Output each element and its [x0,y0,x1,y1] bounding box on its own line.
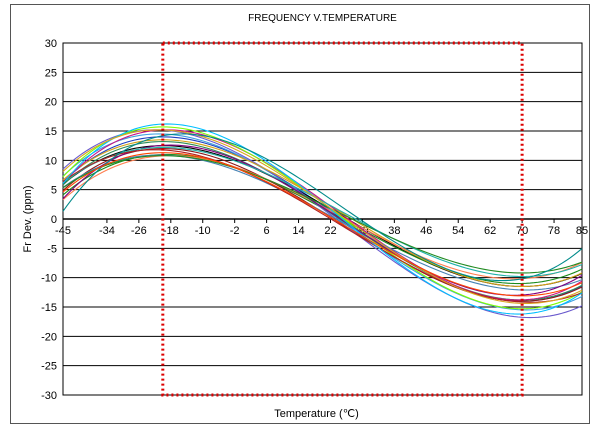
y-tick-label: -10 [41,273,57,285]
x-tick-label: 46 [420,225,432,237]
y-axis-label: Fr Dev. (ppm) [22,185,34,252]
series-line-7 [62,139,583,288]
x-tick-label: -45 [55,225,71,237]
y-tick-label: 20 [45,97,57,109]
y-tick-label: -20 [41,331,57,343]
x-tick-label: 14 [292,225,304,237]
series-line-10 [62,129,583,301]
y-tick-label: 10 [45,155,57,167]
y-tick-label: 30 [45,38,57,50]
x-axis-label: Temperature (℃) [274,408,359,420]
x-tick-label: -26 [131,225,147,237]
x-tick-label: 85 [576,225,588,237]
x-tick-label: -34 [99,225,115,237]
x-tick-label: 22 [324,225,336,237]
y-tick-label: -30 [41,390,57,402]
series-line-20 [62,152,583,297]
series-line-2 [62,145,583,288]
x-tick-label: 38 [388,225,400,237]
y-tick-label: 0 [51,214,57,226]
x-tick-label: 54 [452,225,464,237]
series-line-18 [62,129,583,305]
series-line-6 [62,129,583,319]
series-line-11 [62,154,583,291]
x-tick-label: 70 [516,225,528,237]
series-line-17 [62,155,583,274]
series-line-9 [62,141,583,301]
y-tick-label: -25 [41,361,57,373]
x-tick-label: 6 [264,225,270,237]
chart-svg: FREQUENCY V.TEMPERATURE 30 25 20 15 10 5 0 -5 -10… [22,13,588,420]
x-tick-label: -18 [163,225,179,237]
chart-title: FREQUENCY V.TEMPERATURE [248,13,397,24]
y-tick-label: 5 [51,185,57,197]
series-line-14 [62,146,583,278]
y-tick-label: 25 [45,67,57,79]
x-tick-label: -2 [230,225,240,237]
x-tick-label: 62 [484,225,496,237]
chart-frame: FREQUENCY V.TEMPERATURE 30 25 20 15 10 5 0 -5 -10… [10,4,590,424]
series-line-13 [62,144,583,296]
x-tick-label: 78 [548,225,560,237]
series-line-15 [62,149,583,303]
series-line-8 [62,155,583,280]
series-line-19 [62,133,583,282]
y-tick-label: -15 [41,302,57,314]
y-tick-label: 15 [45,126,57,138]
x-tick-label: -10 [195,225,211,237]
y-tick-label: -5 [47,243,57,255]
spec-window-box [161,41,524,397]
